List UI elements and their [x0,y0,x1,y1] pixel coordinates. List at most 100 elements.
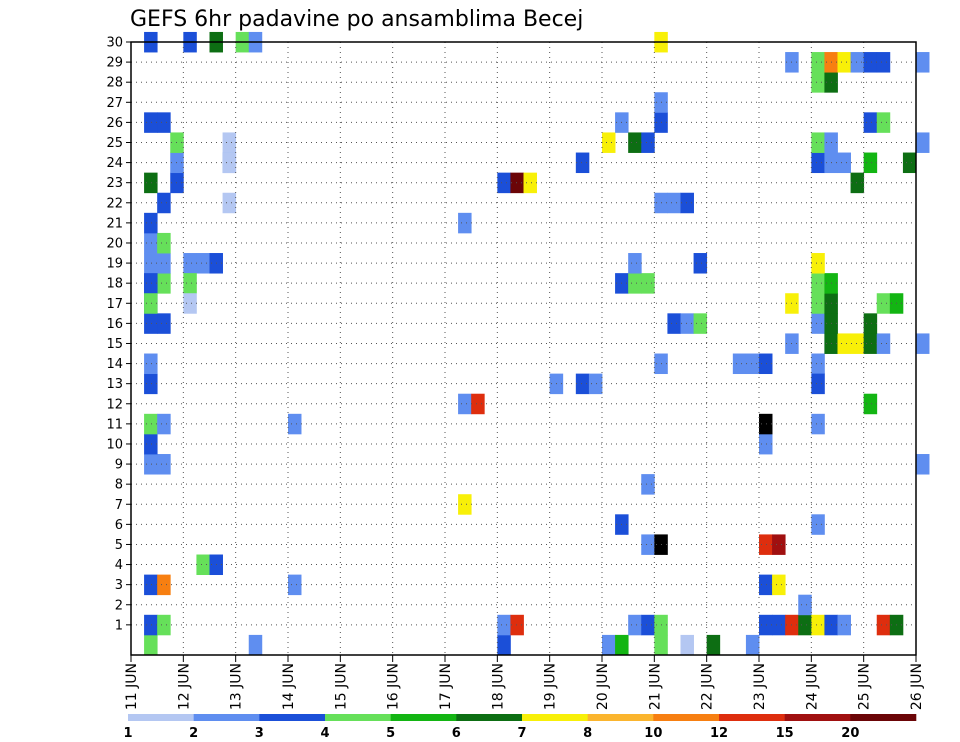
legend-label: 6 [452,726,461,741]
heatmap-cell [248,634,263,656]
x-tick-label: 18 JUN [490,663,506,710]
y-tick-label: 5 [115,538,123,553]
y-tick-label: 4 [115,558,123,573]
y-tick-label: 30 [106,36,123,51]
y-tick-label: 20 [106,236,123,251]
heatmap-cell [680,313,694,334]
heatmap-cell [144,373,158,395]
heatmap-cell [850,52,865,73]
y-tick-label: 19 [106,257,123,272]
y-tick-label: 18 [106,277,123,292]
heatmap-cell [497,614,511,636]
heatmap-cell [811,152,825,174]
heatmap-cell [680,634,694,656]
heatmap-cell [157,232,171,254]
x-tick-label: 19 JUN [543,663,559,710]
heatmap-cell [902,152,917,174]
heatmap-cell [157,574,171,596]
heatmap-cell [628,273,642,294]
heatmap-cell [772,574,786,596]
y-tick-label: 9 [115,458,123,473]
legend-swatch [719,714,785,721]
y-tick-label: 12 [106,397,123,412]
heatmap-cell [144,232,158,254]
legend-swatch [259,714,326,721]
heatmap-cell [196,253,210,274]
heatmap-cell [732,353,747,375]
legend-swatch [850,714,917,721]
heatmap-cell [641,273,655,294]
x-tick-label: 24 JUN [804,663,820,710]
heatmap-cell [916,52,930,73]
heatmap-cell [222,152,237,174]
y-tick-label: 10 [106,437,123,452]
heatmap-cell [144,574,158,596]
heatmap-cell [863,152,878,174]
heatmap-cell [510,172,524,194]
heatmap-cell [876,293,891,314]
heatmap-cell [798,614,812,636]
heatmap-cell [458,212,472,234]
legend-label: 12 [710,726,728,741]
heatmap-cell [850,333,865,354]
y-tick-label: 1 [115,618,123,633]
heatmap-cell [497,172,511,194]
y-tick-label: 17 [106,297,123,312]
heatmap-cell [680,192,694,214]
heatmap-cell [628,253,642,274]
x-tick-label: 22 JUN [700,663,716,710]
legend-swatch [653,714,720,721]
heatmap-cell [693,253,708,274]
heatmap-cell [458,494,472,515]
x-tick-label: 14 JUN [281,663,297,710]
heatmap-cell [144,433,158,455]
legend-label: 3 [255,726,264,741]
heatmap-cell [850,172,865,194]
heatmap-cell [641,614,655,636]
heatmap-cell [157,614,171,636]
heatmap-cell [144,634,158,656]
heatmap-cell [745,353,760,375]
heatmap-cell [157,413,171,435]
heatmap-cell [497,634,511,656]
heatmap-cell [916,132,930,153]
heatmap-cell [458,393,472,415]
heatmap-cell [144,313,158,334]
heatmap-cell [811,132,825,153]
heatmap-cell [628,614,642,636]
legend-swatch [325,714,391,721]
y-tick-label: 16 [106,317,123,332]
heatmap-cell [837,52,851,73]
heatmap-cell [863,112,878,133]
heatmap-cell [602,634,616,656]
heatmap-cell [876,112,891,133]
heatmap-cell [759,574,773,596]
legend-swatch [390,714,457,721]
cells-layer [144,31,930,656]
heatmap-cell [876,52,891,73]
legend-swatch [587,714,654,721]
heatmap-cell [144,253,158,274]
x-tick-label: 20 JUN [595,663,611,710]
x-tick-label: 13 JUN [229,663,245,710]
heatmap-cell [157,313,171,334]
legend-label: 4 [320,726,329,741]
heatmap-cell [157,192,171,214]
y-tick-label: 6 [115,518,123,533]
heatmap-cell [523,172,537,194]
heatmap-cell [811,373,825,395]
grid-layer [131,41,916,655]
y-tick-label: 26 [106,116,123,131]
heatmap-cell [641,534,655,555]
heatmap-cell [588,373,603,395]
heatmap-cell [667,192,681,214]
heatmap-cell [916,454,930,475]
heatmap-cell [863,52,878,73]
heatmap-cell [772,534,786,555]
legend-swatch [784,714,851,721]
heatmap-cell [863,393,878,415]
x-tick-label: 23 JUN [752,663,768,710]
heatmap-cell [641,132,655,153]
heatmap-cell [575,152,590,174]
